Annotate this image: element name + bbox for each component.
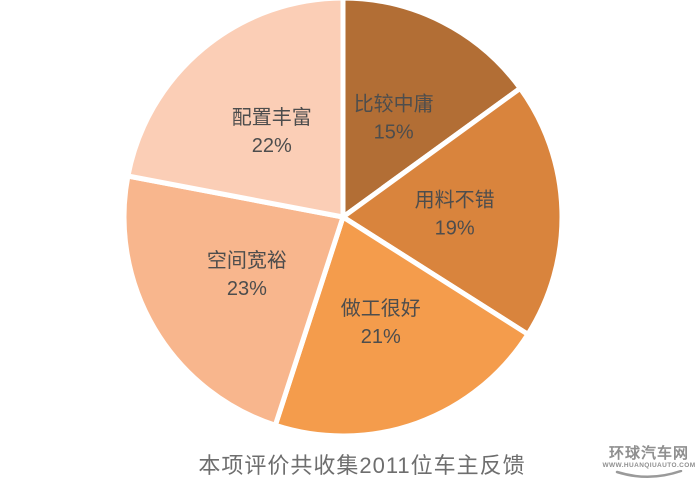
slice-percent-label: 15% [374,122,414,144]
watermark-swoosh-icon [615,470,683,478]
slice-category-label: 配置丰富 [232,106,312,129]
pie-slice-2 [340,85,565,337]
watermark: 环球汽车网 WWW.HUANQIUAUTO.COM [601,446,697,480]
slice-percent-label: 19% [435,218,475,240]
pie-slice-4 [121,173,346,428]
slice-percent-label: 21% [361,326,401,348]
slice-category-label: 做工很好 [341,297,421,320]
pie-slice-3 [272,214,531,439]
slice-category-label: 空间宽裕 [207,249,287,272]
watermark-site-url: WWW.HUANQIUAUTO.COM [602,461,696,469]
slice-percent-label: 22% [252,135,292,157]
pie-slice-1 [340,0,523,220]
chart-title: 本项评价共收集2011位车主反馈 [198,453,526,478]
slice-category-label: 用料不错 [415,189,495,212]
slice-percent-label: 23% [227,278,267,300]
pie-slice-5 [125,0,346,220]
watermark-site-name: 环球汽车网 [608,444,689,462]
slice-category-label: 比较中庸 [354,93,434,116]
